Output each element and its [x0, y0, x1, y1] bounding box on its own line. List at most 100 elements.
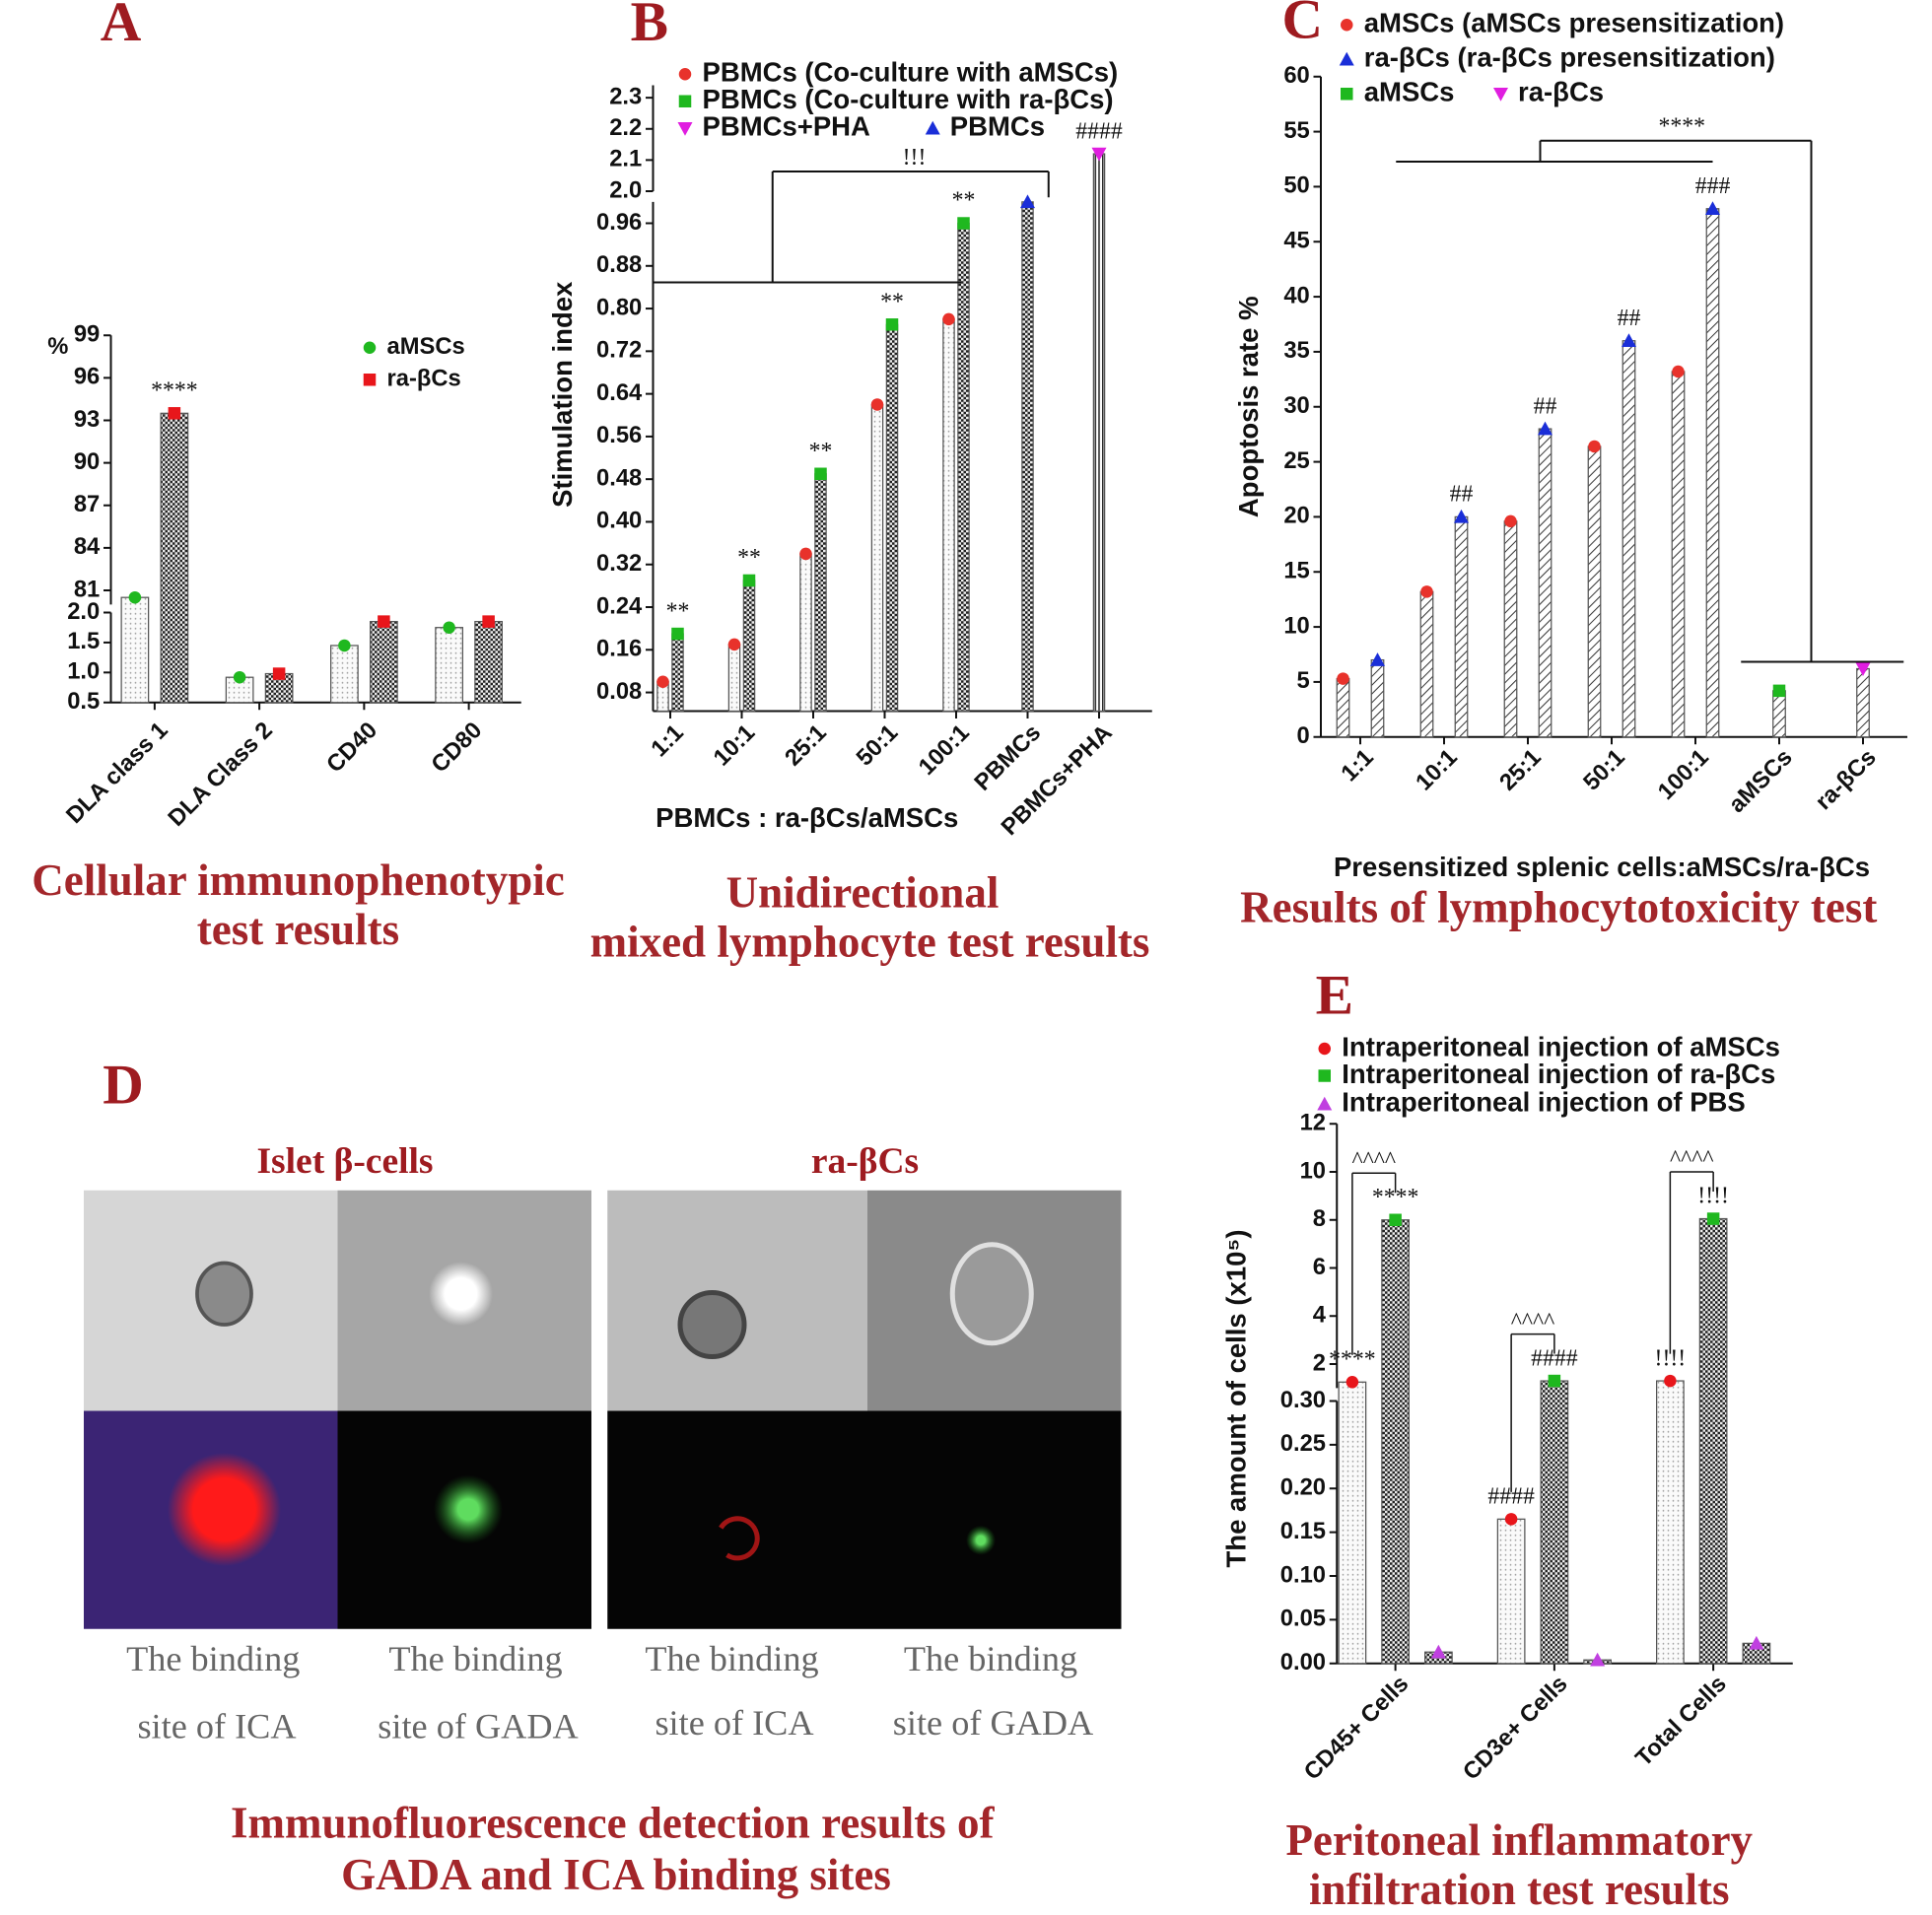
y-tick-label: 2.2 [609, 114, 642, 141]
panel-letter: A [101, 0, 142, 53]
data-point [378, 615, 390, 628]
bar [1587, 445, 1602, 738]
bar [1772, 690, 1786, 738]
x-tick-label: CD40 [321, 717, 382, 778]
bar [120, 596, 150, 704]
data-point [1337, 672, 1349, 685]
bar [1705, 208, 1720, 738]
bar [1336, 677, 1350, 738]
micrograph [607, 1190, 867, 1411]
bar [1454, 515, 1469, 738]
data-point [1346, 1376, 1359, 1389]
data-point [482, 615, 495, 628]
data-point [1420, 585, 1433, 598]
annotation: **** [151, 378, 198, 404]
x-tick-label: 100:1 [1653, 744, 1714, 805]
y-axis-label: % [47, 333, 68, 360]
legend-label: PBMCs (Co-culture with ra-βCs) [703, 84, 1114, 114]
bar [727, 644, 741, 713]
y-tick-label: 12 [1300, 1110, 1326, 1136]
data-point [942, 312, 955, 326]
cell [195, 1261, 253, 1327]
x-tick-label: 1:1 [1336, 744, 1378, 787]
data-point [885, 318, 899, 331]
data-point [870, 398, 884, 411]
caption: Results of lymphocytotoxicity test [1240, 883, 1877, 932]
x-tick-label: 50:1 [1578, 744, 1630, 796]
y-tick-label: 5 [1297, 667, 1310, 694]
x-tick-label: CD45+ Cells [1299, 1671, 1414, 1786]
data-point [1548, 1374, 1561, 1388]
legend-label: PBMCs+PHA [703, 111, 871, 142]
y-tick-label: 87 [74, 491, 100, 517]
data-point [1370, 652, 1385, 666]
y-tick-label: 81 [74, 576, 100, 602]
cell [677, 1290, 747, 1359]
image-label: site of GADA [378, 1707, 578, 1746]
group-title: ra-βCs [811, 1141, 919, 1182]
bar [1496, 1518, 1526, 1665]
x-axis-label: Presensitized splenic cells:aMSCs/ra-βCs [1334, 852, 1870, 882]
y-tick-label: 1.0 [67, 658, 100, 685]
bar [1021, 201, 1034, 713]
data-point [957, 217, 970, 230]
annotation: ## [1534, 393, 1557, 419]
y-tick-label: 60 [1283, 62, 1309, 89]
data-point [1538, 421, 1552, 436]
y-tick-label: 99 [74, 321, 100, 348]
y-tick-label: 0.88 [596, 251, 642, 278]
data-point [1020, 194, 1035, 209]
data-point [1705, 201, 1720, 215]
bar [1503, 520, 1518, 738]
image-label: The binding [388, 1639, 562, 1678]
data-point [1430, 1644, 1446, 1659]
data-point [1672, 365, 1685, 378]
y-tick-label: 0.16 [596, 636, 642, 662]
panel-letter: D [103, 1055, 144, 1117]
x-tick-label: DLA Class 2 [163, 717, 277, 831]
data-point [814, 467, 827, 481]
x-tick-label: DLA class 1 [61, 717, 173, 829]
annotation: ** [737, 545, 761, 571]
x-tick-label: ra-βCs [1810, 744, 1881, 815]
bracket-label: **** [1659, 114, 1706, 140]
bar [1538, 428, 1552, 738]
x-tick-label: 10:1 [708, 719, 760, 772]
micrograph [867, 1410, 1122, 1629]
bracket-label: ^^^^ [1511, 1309, 1555, 1334]
legend-marker [363, 374, 377, 386]
legend-label: ra-βCs [387, 366, 461, 392]
cell [949, 1242, 1034, 1346]
data-point [1588, 440, 1601, 453]
annotation: ** [880, 290, 904, 315]
x-tick-label: aMSCs [1724, 744, 1798, 818]
bar [435, 627, 463, 704]
annotation: #### [1075, 118, 1123, 144]
x-tick-label: CD80 [426, 717, 487, 778]
caption: mixed lymphocyte test results [590, 918, 1150, 967]
y-tick-label: 0.72 [596, 337, 642, 364]
y-tick-label: 93 [74, 406, 100, 433]
y-tick-label: 2.0 [67, 598, 100, 625]
legend-marker [363, 341, 377, 354]
y-tick-label: 0.40 [596, 508, 642, 534]
legend-marker [1341, 19, 1353, 32]
data-point [1454, 509, 1469, 523]
data-point [338, 639, 351, 652]
y-tick-label: 84 [74, 533, 101, 560]
y-tick-label: 0.5 [67, 688, 100, 715]
legend-marker [678, 68, 692, 81]
y-tick-label: 0.00 [1280, 1649, 1326, 1676]
legend-marker [1493, 88, 1508, 102]
legend-label: Intraperitoneal injection of aMSCs [1342, 1031, 1780, 1061]
bar [1856, 667, 1870, 738]
bar [799, 553, 812, 713]
y-axis-label: Apoptosis rate % [1233, 296, 1264, 517]
y-tick-label: 0.24 [596, 592, 643, 619]
bar [870, 403, 884, 713]
caption: Peritoneal inflammatory [1285, 1815, 1753, 1865]
y-tick-label: 0.80 [596, 294, 642, 320]
bar [160, 412, 189, 704]
data-point [1664, 1374, 1677, 1388]
legend-label: aMSCs [1364, 77, 1455, 107]
